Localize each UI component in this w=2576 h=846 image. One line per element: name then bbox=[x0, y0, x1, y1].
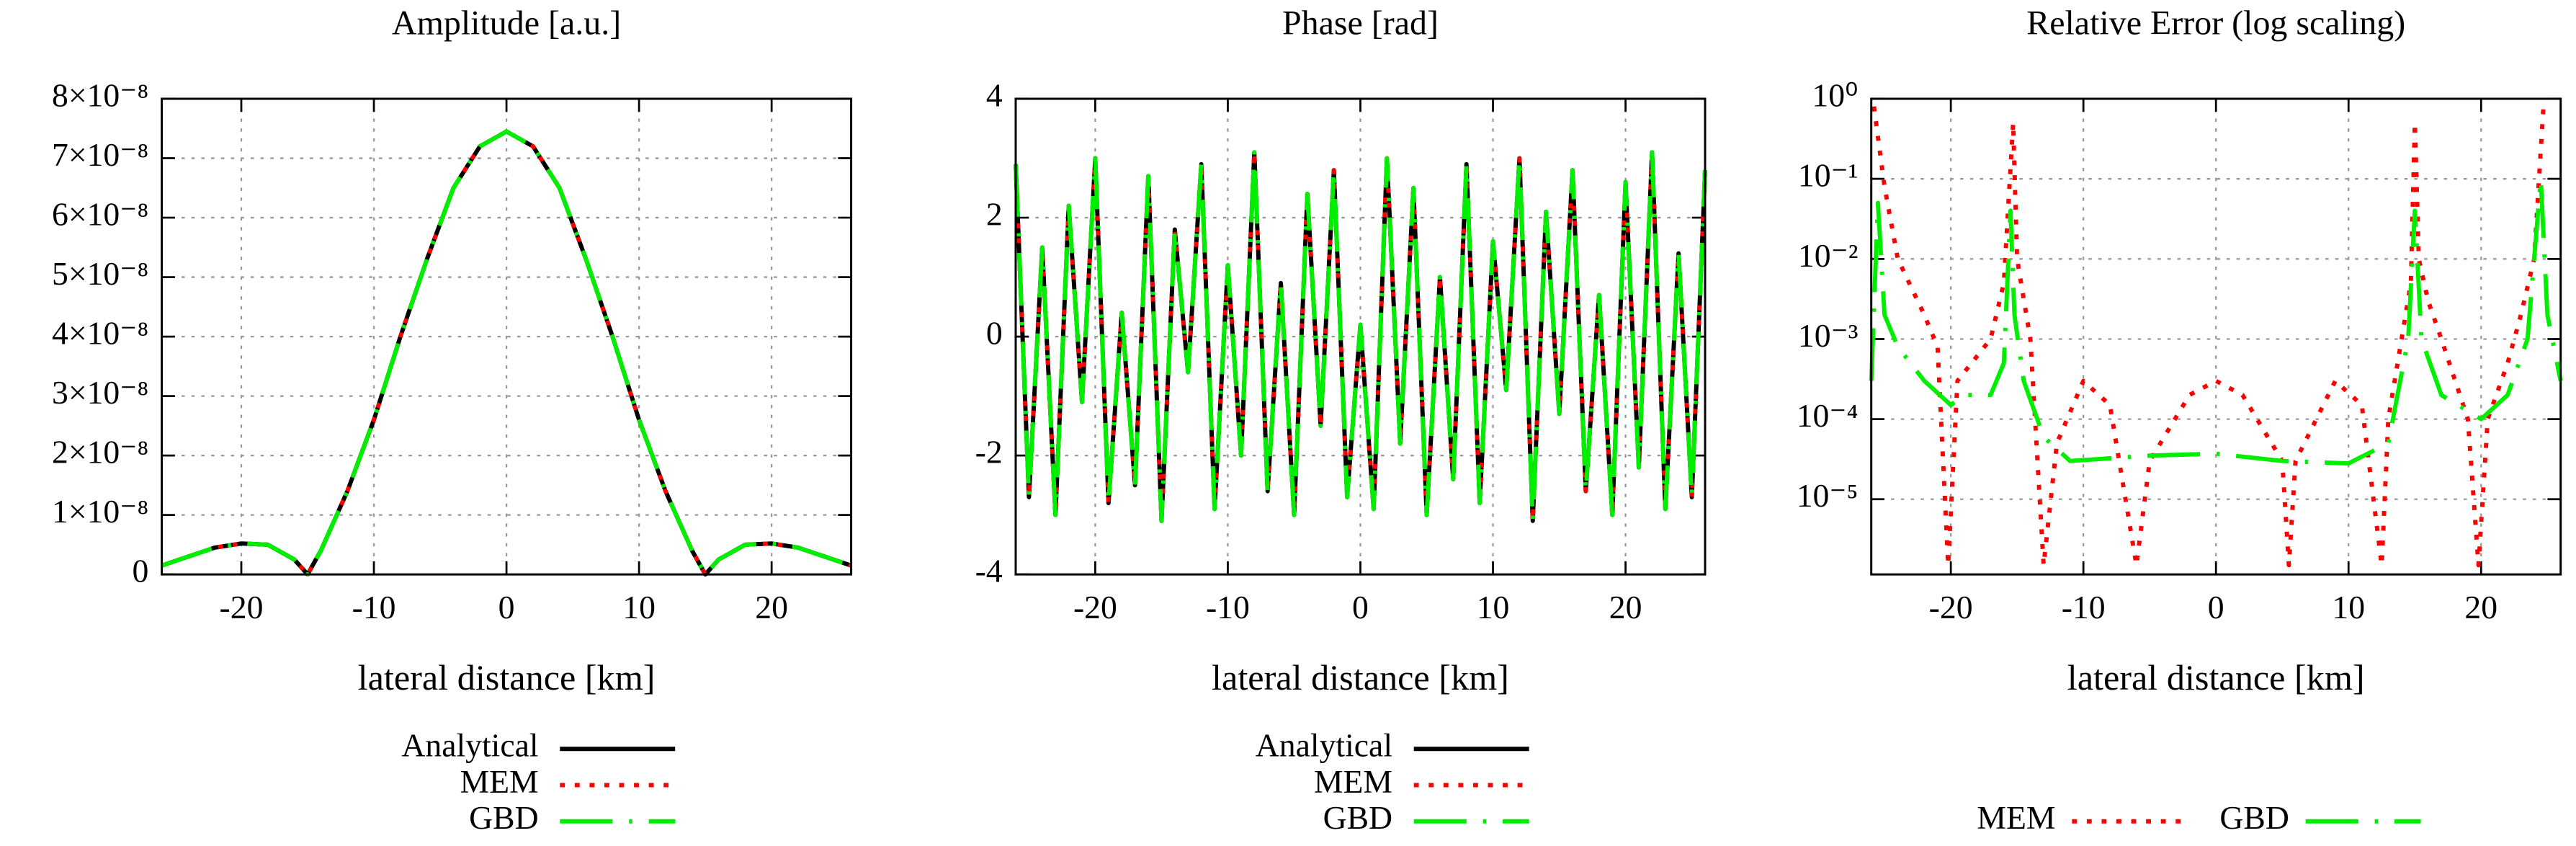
chart-title: Phase [rad] bbox=[1282, 4, 1439, 43]
plot-frame bbox=[161, 97, 853, 576]
y-tick-label: 3×10⁻⁸ bbox=[52, 374, 148, 411]
x-tick-label: -20 bbox=[220, 589, 264, 625]
x-tick-label: 10 bbox=[1477, 589, 1510, 625]
y-tick-label: 7×10⁻⁸ bbox=[52, 136, 148, 173]
y-tick-label: 2 bbox=[986, 196, 1003, 233]
legend-label: Analytical bbox=[1256, 727, 1392, 764]
series-line bbox=[1869, 177, 2563, 466]
legend-label: GBD bbox=[469, 799, 538, 836]
x-tick-label: 10 bbox=[622, 589, 656, 625]
chart-title: Relative Error (log scaling) bbox=[2026, 4, 2405, 43]
y-tick-label: -2 bbox=[975, 434, 1003, 471]
legend-label: MEM bbox=[1977, 799, 2055, 836]
x-tick-label: 0 bbox=[1352, 589, 1369, 625]
plot-frame bbox=[1014, 97, 1707, 576]
y-tick-label: 10⁻² bbox=[1798, 237, 1858, 274]
y-tick-label: 1×10⁻⁸ bbox=[52, 493, 148, 530]
y-tick-label: 10⁰ bbox=[1812, 77, 1858, 114]
y-tick-label: 10⁻⁵ bbox=[1797, 477, 1859, 514]
x-axis-label: lateral distance [km] bbox=[1212, 657, 1509, 698]
y-tick-label: 0 bbox=[132, 553, 148, 589]
y-tick-label: 10⁻¹ bbox=[1798, 157, 1858, 194]
x-tick-label: 20 bbox=[2464, 589, 2497, 625]
x-tick-label: 20 bbox=[755, 589, 788, 625]
legend-label: Analytical bbox=[401, 727, 538, 764]
series-line bbox=[1014, 150, 1707, 523]
x-tick-label: 10 bbox=[2332, 589, 2365, 625]
series-line bbox=[161, 129, 852, 577]
y-tick-label: 0 bbox=[986, 315, 1003, 352]
x-tick-label: -10 bbox=[1206, 589, 1250, 625]
legend-label: GBD bbox=[1323, 799, 1392, 836]
y-tick-label: 4×10⁻⁸ bbox=[52, 315, 148, 352]
chart-title: Amplitude [a.u.] bbox=[392, 4, 621, 43]
x-axis-label: lateral distance [km] bbox=[2067, 657, 2365, 698]
y-tick-label: 5×10⁻⁸ bbox=[52, 255, 148, 292]
legend-label: MEM bbox=[460, 763, 538, 800]
y-tick-label: 10⁻⁴ bbox=[1797, 397, 1859, 434]
y-tick-label: 6×10⁻⁸ bbox=[52, 196, 148, 233]
series-line bbox=[1871, 106, 2546, 568]
y-tick-label: 8×10⁻⁸ bbox=[52, 77, 148, 114]
x-tick-label: -20 bbox=[1929, 589, 1973, 625]
y-tick-label: -4 bbox=[975, 553, 1003, 589]
x-tick-label: -20 bbox=[1073, 589, 1117, 625]
x-tick-label: 0 bbox=[2208, 589, 2224, 625]
x-tick-label: -10 bbox=[352, 589, 396, 625]
y-tick-label: 2×10⁻⁸ bbox=[52, 434, 148, 471]
plot-frame bbox=[1870, 97, 2562, 576]
y-tick-label: 10⁻³ bbox=[1798, 317, 1858, 354]
x-tick-label: 20 bbox=[1609, 589, 1642, 625]
y-tick-label: 4 bbox=[986, 77, 1003, 114]
x-tick-label: -10 bbox=[2062, 589, 2106, 625]
legend-label: MEM bbox=[1314, 763, 1392, 800]
x-axis-label: lateral distance [km] bbox=[358, 657, 656, 698]
legend-label: GBD bbox=[2219, 799, 2289, 836]
x-tick-label: 0 bbox=[498, 589, 515, 625]
